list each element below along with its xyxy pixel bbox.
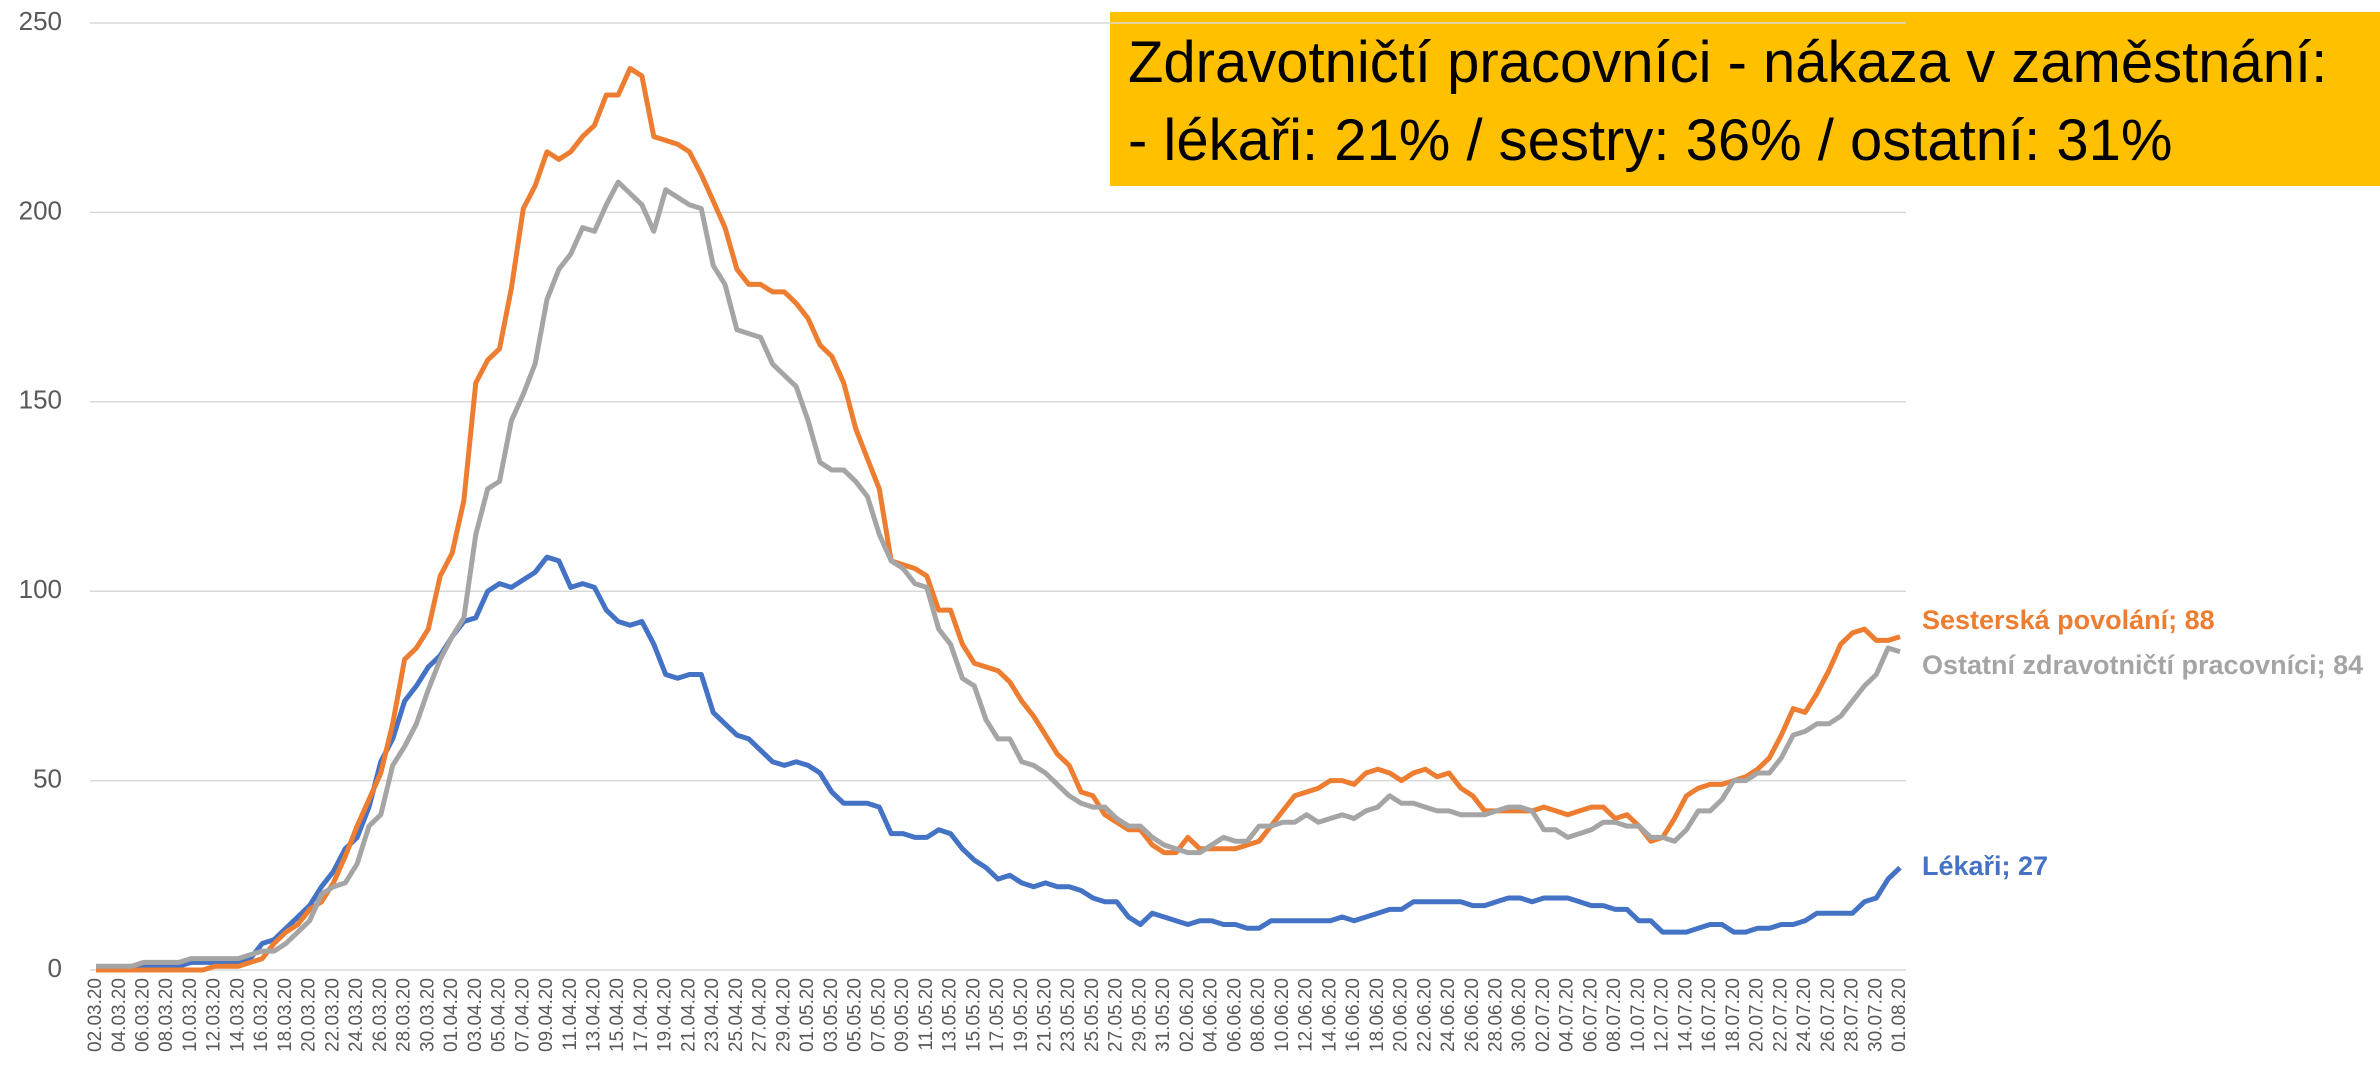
y-tick-label: 200 xyxy=(19,195,62,225)
x-tick-label: 23.05.20 xyxy=(1058,978,1079,1052)
x-tick-label: 19.04.20 xyxy=(655,978,676,1052)
x-tick-label: 30.06.20 xyxy=(1509,978,1530,1052)
x-tick-label: 24.07.20 xyxy=(1794,978,1815,1052)
x-tick-label: 01.08.20 xyxy=(1889,978,1910,1052)
x-tick-label: 21.04.20 xyxy=(678,978,699,1052)
y-tick-label: 150 xyxy=(19,385,62,415)
annotation: Zdravotničtí pracovníci - nákaza v zaměs… xyxy=(1128,30,2327,95)
x-tick-label: 04.06.20 xyxy=(1201,978,1222,1052)
x-tick-label: 24.06.20 xyxy=(1438,978,1459,1052)
x-tick-label: 16.07.20 xyxy=(1699,978,1720,1052)
x-tick-label: 13.04.20 xyxy=(583,978,604,1052)
x-tick-label: 13.05.20 xyxy=(940,978,961,1052)
x-tick-label: 03.04.20 xyxy=(465,978,486,1052)
x-tick-label: 10.06.20 xyxy=(1272,978,1293,1052)
x-tick-label: 06.03.20 xyxy=(132,978,153,1052)
x-tick-label: 31.05.20 xyxy=(1153,978,1174,1052)
x-tick-label: 08.06.20 xyxy=(1248,978,1269,1052)
x-tick-label: 06.07.20 xyxy=(1580,978,1601,1052)
x-tick-label: 02.07.20 xyxy=(1533,978,1554,1052)
x-tick-label: 22.03.20 xyxy=(322,978,343,1052)
x-tick-label: 02.03.20 xyxy=(85,978,106,1052)
x-tick-label: 11.04.20 xyxy=(560,978,581,1051)
x-tick-label: 18.03.20 xyxy=(275,978,296,1052)
series-line xyxy=(96,554,1902,973)
y-tick-label: 50 xyxy=(33,763,62,793)
x-tick-label: 12.06.20 xyxy=(1296,978,1317,1052)
x-tick-label: 07.04.20 xyxy=(512,978,533,1052)
annotation: - lékaři: 21% / sestry: 36% / ostatní: 3… xyxy=(1128,108,2172,173)
x-tick-label: 29.04.20 xyxy=(773,978,794,1052)
x-tick-label: 09.04.20 xyxy=(536,978,557,1052)
x-tick-label: 03.05.20 xyxy=(821,978,842,1052)
x-tick-label: 01.05.20 xyxy=(797,978,818,1052)
annotation-box xyxy=(1110,12,2380,186)
x-tick-label: 18.06.20 xyxy=(1367,978,1388,1052)
x-tick-label: 25.05.20 xyxy=(1082,978,1103,1052)
x-tick-label: 09.05.20 xyxy=(892,978,913,1052)
x-tick-label: 10.07.20 xyxy=(1628,978,1649,1052)
series-line xyxy=(96,66,1901,973)
x-tick-label: 17.05.20 xyxy=(987,978,1008,1052)
x-tick-label: 30.07.20 xyxy=(1865,978,1886,1052)
end-label: Lékaři; 27 xyxy=(1922,851,2048,881)
x-tick-label: 11.05.20 xyxy=(916,978,937,1051)
x-tick-label: 01.04.20 xyxy=(441,978,462,1052)
x-tick-label: 17.04.20 xyxy=(631,978,652,1052)
x-tick-label: 28.07.20 xyxy=(1842,978,1863,1052)
x-tick-label: 18.07.20 xyxy=(1723,978,1744,1052)
x-tick-label: 14.07.20 xyxy=(1675,978,1696,1052)
x-tick-label: 12.07.20 xyxy=(1652,978,1673,1052)
x-tick-label: 26.07.20 xyxy=(1818,978,1839,1052)
x-tick-label: 27.04.20 xyxy=(750,978,771,1052)
x-tick-label: 14.06.20 xyxy=(1319,978,1340,1052)
x-tick-label: 05.04.20 xyxy=(489,978,510,1052)
end-label: Ostatní zdravotničtí pracovníci; 84 xyxy=(1922,650,2363,680)
series-line xyxy=(96,179,1901,969)
x-tick-label: 04.03.20 xyxy=(109,978,130,1052)
x-tick-label: 27.05.20 xyxy=(1106,978,1127,1052)
x-tick-label: 26.03.20 xyxy=(370,978,391,1052)
x-tick-label: 15.05.20 xyxy=(963,978,984,1052)
x-tick-label: 21.05.20 xyxy=(1034,978,1055,1052)
x-tick-label: 14.03.20 xyxy=(227,978,248,1052)
end-label: Sesterská povolání; 88 xyxy=(1922,605,2215,635)
x-tick-label: 22.07.20 xyxy=(1770,978,1791,1052)
x-tick-label: 26.06.20 xyxy=(1462,978,1483,1052)
x-tick-label: 02.06.20 xyxy=(1177,978,1198,1052)
y-tick-label: 100 xyxy=(19,574,62,604)
x-tick-label: 10.03.20 xyxy=(180,978,201,1052)
x-tick-label: 06.06.20 xyxy=(1224,978,1245,1052)
x-tick-label: 08.03.20 xyxy=(156,978,177,1052)
y-tick-label: 0 xyxy=(48,953,62,983)
x-tick-label: 20.03.20 xyxy=(299,978,320,1052)
x-tick-label: 25.04.20 xyxy=(726,978,747,1052)
x-tick-label: 15.04.20 xyxy=(607,978,628,1052)
x-tick-label: 29.05.20 xyxy=(1129,978,1150,1052)
x-tick-label: 24.03.20 xyxy=(346,978,367,1052)
x-tick-label: 20.06.20 xyxy=(1391,978,1412,1052)
x-tick-label: 12.03.20 xyxy=(204,978,225,1052)
x-tick-label: 28.03.20 xyxy=(394,978,415,1052)
x-tick-label: 04.07.20 xyxy=(1557,978,1578,1052)
x-tick-label: 23.04.20 xyxy=(702,978,723,1052)
x-tick-label: 07.05.20 xyxy=(868,978,889,1052)
x-tick-label: 30.03.20 xyxy=(417,978,438,1052)
y-tick-label: 250 xyxy=(19,6,62,36)
x-tick-label: 16.03.20 xyxy=(251,978,272,1052)
x-tick-label: 22.06.20 xyxy=(1414,978,1435,1052)
x-tick-label: 20.07.20 xyxy=(1747,978,1768,1052)
x-tick-label: 16.06.20 xyxy=(1343,978,1364,1052)
x-tick-label: 05.05.20 xyxy=(845,978,866,1052)
x-tick-label: 28.06.20 xyxy=(1485,978,1506,1052)
x-tick-label: 19.05.20 xyxy=(1011,978,1032,1052)
x-tick-label: 08.07.20 xyxy=(1604,978,1625,1052)
